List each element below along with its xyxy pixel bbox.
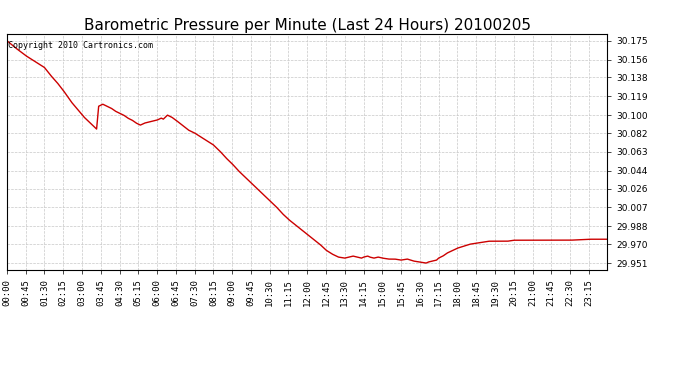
Title: Barometric Pressure per Minute (Last 24 Hours) 20100205: Barometric Pressure per Minute (Last 24 … <box>83 18 531 33</box>
Text: Copyright 2010 Cartronics.com: Copyright 2010 Cartronics.com <box>8 41 153 50</box>
